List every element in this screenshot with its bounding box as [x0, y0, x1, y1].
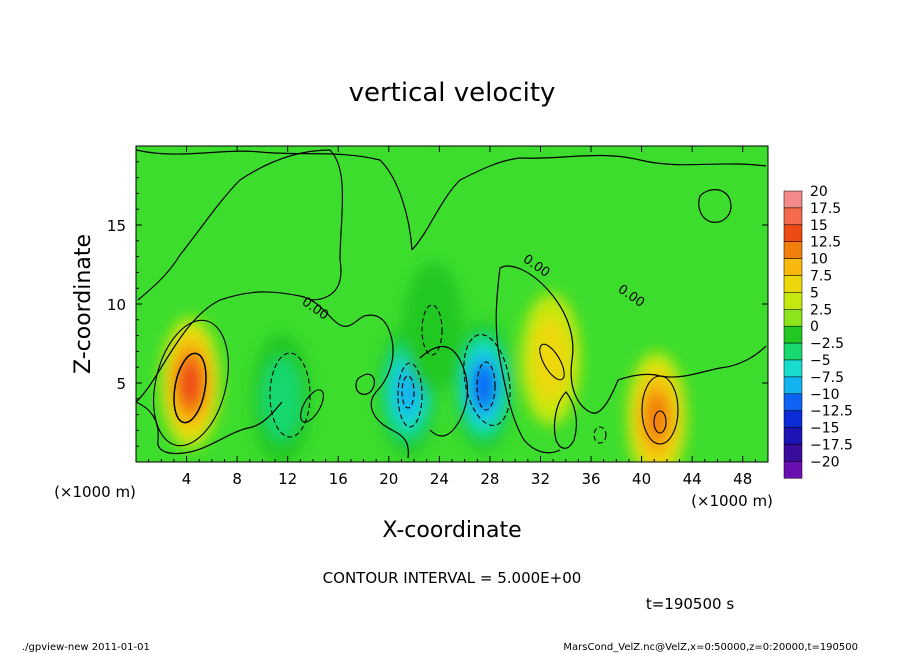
- contour-downdraft-right-outer: [463, 333, 511, 427]
- colorbar-label: −5: [810, 353, 831, 369]
- colorbar-label: −7.5: [810, 370, 844, 386]
- y-axis-label: Z-coordinate: [71, 234, 96, 374]
- contour-downdraft-center-inner: [401, 375, 415, 409]
- colorbar-label: −20: [810, 454, 840, 470]
- time-text: t=190500 s: [646, 595, 734, 613]
- colorbar-label: 12.5: [810, 235, 841, 251]
- colorbar-swatch: [783, 207, 803, 226]
- x-tick-label: 20: [379, 470, 398, 488]
- footer-right: MarsCond_VelZ.nc@VelZ,x=0:50000,z=0:2000…: [563, 642, 858, 653]
- x-tick-label: 40: [632, 470, 651, 488]
- y-tick-label: 15: [107, 217, 126, 235]
- contour-updraft-small: [300, 389, 324, 423]
- colorbar-swatch: [783, 410, 803, 428]
- colorbar-label: 5: [810, 285, 819, 301]
- contour-updraft-left-outer: [153, 319, 229, 447]
- contour-line: [355, 373, 375, 395]
- contour-line: [499, 265, 619, 414]
- x-unit-label: (×1000 m): [54, 483, 136, 501]
- negative-contours: [269, 304, 607, 444]
- contour-downdraft-center-outer: [397, 362, 423, 428]
- colorbar-swatch: [783, 309, 803, 327]
- contour-downdraft-left: [269, 352, 311, 438]
- colorbar-label: 2.5: [810, 302, 832, 318]
- anomaly-blob: [403, 261, 464, 394]
- x-tick-label: 36: [581, 470, 600, 488]
- colorbar-swatch: [783, 224, 803, 242]
- colorbar-label: 7.5: [810, 269, 832, 285]
- anomaly-blob: [472, 363, 495, 409]
- colorbar-swatch: [783, 461, 803, 479]
- colorbar-swatch: [783, 292, 803, 310]
- colorbar-swatch: [783, 393, 803, 411]
- colorbar-label: −2.5: [810, 336, 844, 352]
- x-tick-label: 44: [683, 470, 702, 488]
- colorbar-label: −12.5: [810, 404, 853, 420]
- colorbar-label: −15: [810, 421, 840, 437]
- anomaly-contours: [153, 319, 679, 447]
- y-tick-label: 5: [116, 375, 126, 393]
- x-tick-label: 48: [733, 470, 752, 488]
- contour-downdraft-small: [593, 426, 607, 444]
- colorbar-label: −17.5: [810, 438, 853, 454]
- x-tick-label: 24: [430, 470, 449, 488]
- heatmap-field: 0.000.000.00: [136, 146, 768, 462]
- y-tick-label: 10: [107, 296, 126, 314]
- contour-line: [137, 254, 181, 301]
- contour-downdraft-right-inner: [476, 361, 496, 411]
- colorbar-label: 15: [810, 218, 828, 234]
- zero-contours: [136, 149, 767, 459]
- colorbar-label: 10: [810, 252, 828, 268]
- x-tick-label: 8: [232, 470, 242, 488]
- contour-updraft-right-outer: [641, 375, 679, 445]
- contour-interval-text: CONTOUR INTERVAL = 5.000E+00: [323, 569, 582, 587]
- colorbar-swatch: [783, 359, 803, 378]
- contour-line: [136, 291, 409, 459]
- contour-line: [136, 149, 767, 251]
- colorbar-label: 17.5: [810, 201, 841, 217]
- colorbar-swatch: [783, 376, 803, 395]
- colorbar-swatch: [783, 342, 803, 361]
- x-tick-label: 28: [480, 470, 499, 488]
- colorbar-swatch: [783, 427, 803, 445]
- x-tick-label: 12: [278, 470, 297, 488]
- anomaly-blob: [530, 317, 571, 402]
- colorbar-label: 20: [810, 184, 828, 200]
- colorbar-swatch: [783, 241, 803, 259]
- contour-updraft-right-inner: [653, 410, 667, 434]
- colorbar-swatch: [783, 258, 803, 276]
- colorbar-swatch: [783, 325, 803, 344]
- colorbar-swatch: [783, 190, 803, 209]
- colorbar-swatch: [783, 275, 803, 293]
- contour-line: [179, 149, 344, 301]
- contour-updraft-mid: [539, 343, 565, 381]
- colorbar-swatch: [783, 444, 803, 462]
- footer-left: ./gpview-new 2011-01-01: [22, 642, 150, 653]
- colorbar-label: −10: [810, 387, 840, 403]
- contour-updraft-left-inner: [173, 352, 207, 424]
- contour-line: [419, 346, 469, 437]
- colorbar-label: 0: [810, 319, 819, 335]
- contour-line: [698, 189, 732, 223]
- anomaly-blob: [261, 356, 301, 441]
- contour-line: [495, 267, 561, 454]
- contour-line: [617, 345, 767, 381]
- contour-line: [553, 391, 578, 449]
- contour-downdraft-upper: [421, 304, 443, 356]
- colorbar: 2017.51512.5107.552.50−2.5−5−7.5−10−12.5…: [783, 184, 853, 479]
- x-axis-label: X-coordinate: [382, 518, 521, 543]
- chart-title: vertical velocity: [349, 78, 556, 108]
- x-tick-label: 32: [531, 470, 550, 488]
- x-unit-label-right: (×1000 m): [691, 492, 773, 510]
- x-tick-label: 4: [182, 470, 192, 488]
- x-tick-label: 16: [329, 470, 348, 488]
- anomaly-blob: [179, 360, 202, 406]
